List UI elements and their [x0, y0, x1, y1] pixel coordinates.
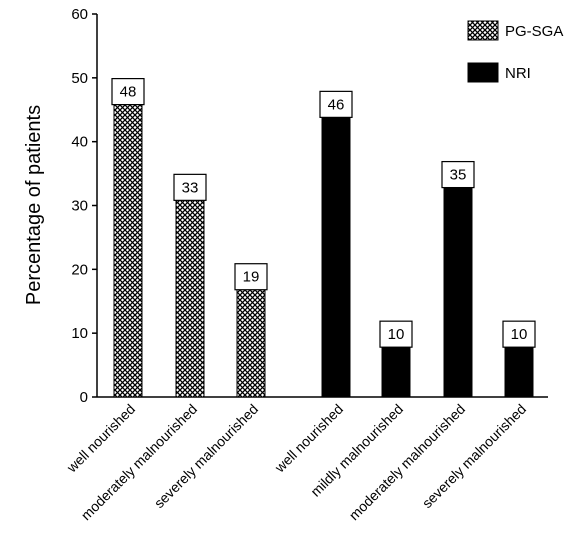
- axes: 0 10 20 30 40 50 60: [71, 6, 548, 406]
- bar-nri-3: [443, 173, 473, 398]
- data-label-box: [319, 90, 353, 118]
- x-category-label: moderately malnourished: [78, 401, 200, 523]
- y-tick-label: 10: [71, 325, 88, 342]
- data-label: 48: [120, 84, 137, 101]
- y-tick-label: 0: [80, 389, 88, 406]
- data-label-box: [379, 320, 413, 348]
- y-tick-label: 50: [71, 70, 88, 87]
- legend-label: NRI: [505, 65, 531, 82]
- bar-nri-1: [321, 102, 351, 398]
- data-label: 10: [511, 326, 528, 343]
- y-tick-label: 40: [71, 134, 88, 151]
- legend-label: PG-SGA: [505, 23, 563, 40]
- legend: PG-SGA NRI: [467, 20, 563, 83]
- data-label: 35: [450, 167, 467, 184]
- data-label-box: [173, 173, 207, 201]
- x-category-label: severely malnourished: [419, 401, 529, 511]
- x-category-label: moderately malnourished: [346, 401, 468, 523]
- data-labels: 48 33 19 46 10 35 10: [111, 77, 536, 348]
- data-label: 33: [182, 179, 199, 196]
- legend-swatch: [467, 62, 499, 83]
- bar-pg-sga-3: [236, 275, 266, 398]
- data-label: 19: [243, 269, 260, 286]
- x-category-label: severely malnourished: [151, 401, 261, 511]
- y-axis-title: Percentage of patients: [23, 105, 45, 305]
- y-tick-label: 30: [71, 198, 88, 215]
- bars: [113, 90, 534, 398]
- data-label-box: [234, 263, 268, 291]
- data-label: 46: [328, 96, 345, 113]
- bar-pg-sga-2: [175, 185, 205, 398]
- data-label-box: [502, 320, 536, 348]
- y-tick-label: 20: [71, 261, 88, 278]
- legend-swatch: [467, 20, 499, 41]
- data-label: 10: [388, 326, 405, 343]
- data-label-box: [441, 160, 475, 189]
- data-label-box: [111, 77, 145, 106]
- y-tick-label: 60: [71, 6, 88, 23]
- bar-pg-sga-1: [113, 90, 143, 398]
